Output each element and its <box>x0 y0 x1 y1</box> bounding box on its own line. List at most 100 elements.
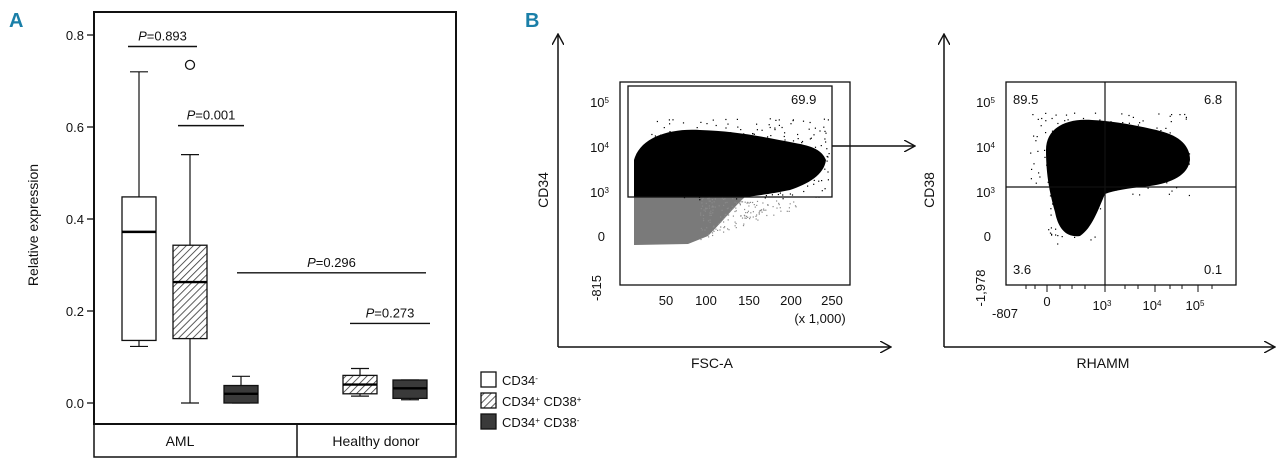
event-dot <box>736 185 738 187</box>
event-dot <box>662 156 664 158</box>
event-dot <box>1037 150 1039 152</box>
event-dot <box>809 121 811 124</box>
event-dot <box>1072 123 1074 125</box>
event-dot <box>1097 182 1099 184</box>
event-dot <box>814 175 816 177</box>
event-dot <box>757 219 759 221</box>
event-dot <box>699 184 701 186</box>
event-dot <box>782 194 784 196</box>
event-dot <box>667 181 669 184</box>
event-dot <box>749 216 751 218</box>
event-dot <box>753 133 755 135</box>
event-dot <box>1049 232 1052 234</box>
pvalue-label: P=0.296 <box>307 255 356 270</box>
event-dot <box>795 206 797 208</box>
event-dot <box>744 208 746 211</box>
event-dot <box>700 227 702 229</box>
event-dot <box>682 122 685 124</box>
event-dot <box>1076 167 1079 169</box>
event-dot <box>712 206 714 208</box>
event-dot <box>1105 178 1107 180</box>
legend-swatch-cd34-neg <box>480 371 497 388</box>
event-dot <box>1163 159 1165 161</box>
event-dot <box>1141 177 1143 180</box>
event-dot <box>728 229 730 231</box>
event-dot <box>736 176 738 179</box>
event-dot <box>826 148 828 150</box>
event-dot <box>1095 157 1097 159</box>
event-dot <box>709 200 711 202</box>
event-dot <box>783 135 785 138</box>
event-dot <box>771 194 773 196</box>
event-dot <box>735 222 737 225</box>
event-dot <box>813 179 815 181</box>
event-dot <box>793 152 795 154</box>
event-dot <box>743 214 745 216</box>
event-dot <box>726 208 728 210</box>
event-dot <box>665 183 667 186</box>
event-dot <box>1083 168 1086 170</box>
event-dot <box>792 120 794 122</box>
event-dot <box>1049 176 1051 178</box>
legend-label-cd34pos-cd38neg: CD34+ CD38- <box>502 415 580 430</box>
event-dot <box>708 205 710 207</box>
event-dot <box>780 210 782 212</box>
event-dot <box>786 210 788 212</box>
event-dot <box>662 136 664 138</box>
event-dot <box>1176 175 1179 177</box>
event-dot <box>1188 194 1190 197</box>
event-dot <box>1041 117 1043 120</box>
quadrant-top-left: 89.5 <box>1013 92 1038 107</box>
event-dot <box>801 142 803 144</box>
event-dot <box>676 165 678 167</box>
event-dot <box>792 140 795 142</box>
event-dot <box>656 170 658 172</box>
quadrant-top-right: 6.8 <box>1204 92 1222 107</box>
event-dot <box>694 152 696 154</box>
event-dot <box>712 205 714 207</box>
event-dot <box>660 134 662 136</box>
panel-a-letter: A <box>9 10 23 32</box>
event-dot <box>789 151 791 153</box>
event-dot <box>1099 119 1101 121</box>
event-dot <box>677 159 679 161</box>
event-dot <box>1073 232 1075 234</box>
event-dot <box>727 149 730 151</box>
event-dot <box>802 120 805 122</box>
event-dot <box>654 135 656 137</box>
event-dot <box>1064 205 1066 207</box>
event-dot <box>1166 182 1168 184</box>
event-dot <box>747 201 749 203</box>
event-dot <box>788 172 790 174</box>
cd34-xtick-150: 150 <box>738 293 760 308</box>
event-dot <box>732 207 734 210</box>
event-dot <box>1159 153 1161 155</box>
cd38-ytick-0: 0 <box>984 229 991 244</box>
event-dot <box>1142 143 1144 145</box>
event-dot <box>713 190 715 192</box>
event-dot <box>1173 157 1175 159</box>
event-dot <box>734 201 736 203</box>
event-dot <box>725 162 727 164</box>
event-dot <box>744 217 746 219</box>
event-dot <box>754 170 756 172</box>
cd38-y-ticks: 105 104 103 0 -1,978 <box>973 95 996 306</box>
event-dot <box>1139 181 1141 183</box>
event-dot <box>779 192 781 194</box>
event-dot <box>746 163 748 165</box>
event-dot <box>1092 179 1095 181</box>
event-dot <box>1069 217 1071 219</box>
event-dot <box>799 167 801 169</box>
event-dot <box>753 194 755 196</box>
event-dot <box>1038 172 1040 174</box>
event-dot <box>742 139 744 141</box>
event-dot <box>789 172 791 174</box>
event-dot <box>713 170 715 172</box>
event-dot <box>720 221 722 223</box>
event-dot <box>1121 113 1123 115</box>
event-dot <box>1081 213 1083 215</box>
event-dot <box>1048 229 1050 231</box>
cd38-xtick-min: -807 <box>992 306 1018 321</box>
event-dot <box>756 204 758 206</box>
event-dot <box>690 146 692 148</box>
